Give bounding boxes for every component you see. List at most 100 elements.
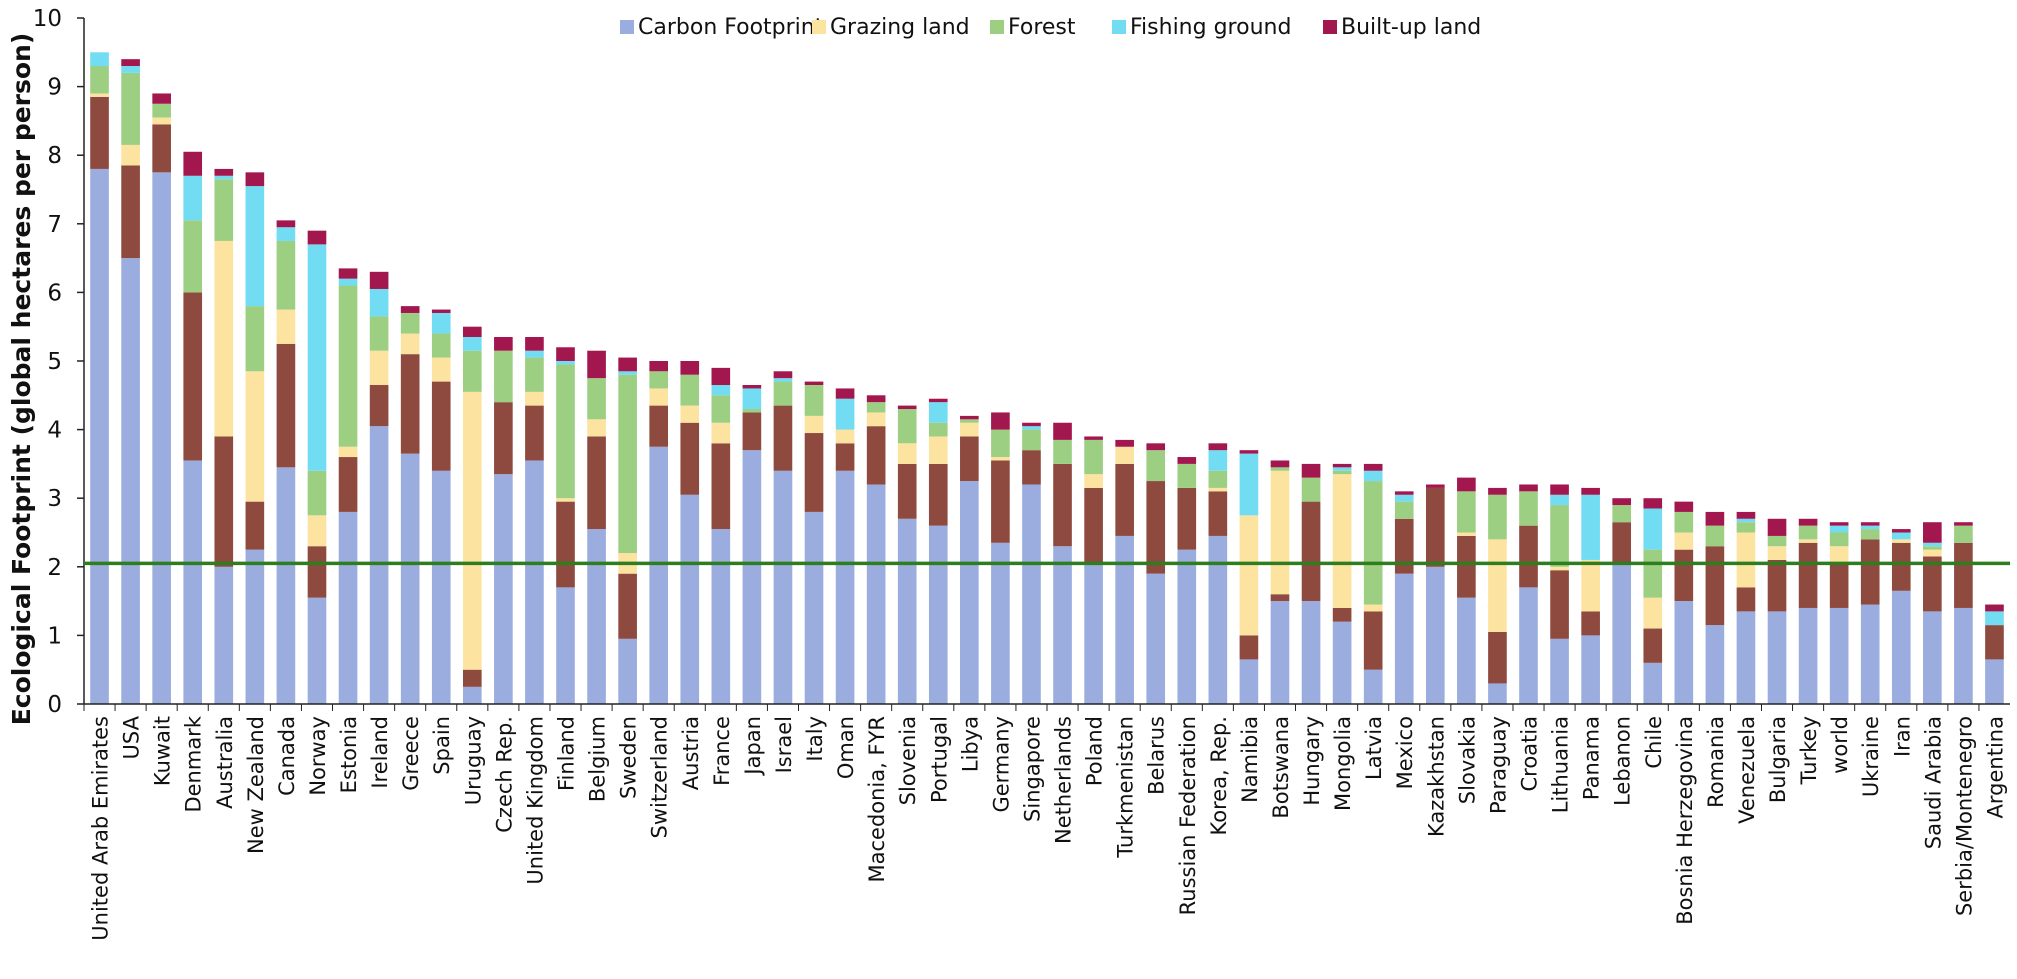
bar-segment — [1519, 525, 1538, 588]
x-tick-label: Israel — [772, 716, 796, 773]
bar-segment — [1270, 460, 1290, 468]
bar-segment — [897, 518, 917, 704]
bar-segment — [338, 511, 358, 704]
bar-segment — [1736, 522, 1756, 533]
bar-stack — [494, 336, 513, 704]
bar-stack — [742, 385, 762, 704]
bar-segment — [525, 357, 544, 392]
bar-segment — [556, 347, 575, 361]
bar-segment — [1363, 470, 1383, 482]
bar-segment — [835, 470, 855, 704]
bar-segment — [1022, 484, 1041, 704]
y-tick-label: 2 — [47, 555, 62, 581]
y-tick-label: 5 — [47, 349, 62, 375]
x-tick-label: Uruguay — [461, 716, 485, 805]
bar-segment — [1643, 508, 1663, 550]
bar-segment — [1332, 607, 1352, 622]
x-tick-label: Slovenia — [896, 716, 920, 805]
bar-stack — [431, 309, 451, 704]
legend-item: Fishing ground — [1112, 15, 1291, 40]
bar-segment — [338, 285, 358, 447]
y-tick-label: 10 — [33, 6, 62, 32]
bar-segment — [804, 385, 824, 416]
bar-segment — [1146, 573, 1166, 704]
legend-swatch — [620, 20, 634, 34]
bar-segment — [525, 336, 544, 351]
legend-swatch — [812, 20, 826, 34]
bar-segment — [1519, 484, 1538, 492]
x-tick-label: Botswana — [1269, 716, 1293, 819]
bar-segment — [1270, 467, 1290, 471]
bar-segment — [556, 501, 575, 588]
bar-segment — [183, 220, 203, 293]
bar-segment — [1425, 487, 1445, 567]
bar-segment — [711, 367, 731, 386]
bar-stack — [1457, 477, 1476, 704]
bar-segment — [1053, 439, 1072, 464]
bar-segment — [1363, 604, 1383, 612]
bar-segment — [1239, 450, 1259, 454]
bar-segment — [1301, 601, 1321, 704]
bar-segment — [214, 436, 234, 567]
bar-segment — [960, 481, 979, 704]
bar-segment — [1301, 477, 1321, 502]
bar-segment — [462, 326, 482, 337]
bar-segment — [1643, 597, 1663, 629]
bar-segment — [835, 398, 855, 430]
bar-segment — [1829, 546, 1849, 564]
x-tick-label: Lebanon — [1611, 716, 1635, 806]
bar-segment — [1457, 477, 1476, 492]
bar-segment — [1270, 594, 1290, 602]
bar-segment — [1829, 522, 1849, 526]
bar-segment — [1208, 491, 1228, 536]
bar-segment — [121, 66, 140, 73]
bar-segment — [1457, 597, 1476, 704]
bar-segment — [1332, 470, 1352, 475]
bar-segment — [369, 271, 389, 289]
x-tick-label: New Zealand — [244, 716, 268, 854]
y-tick-label: 4 — [47, 418, 62, 444]
bar-segment — [1394, 518, 1414, 574]
bar-segment — [276, 240, 296, 310]
bar-stack — [897, 405, 917, 704]
y-tick-label: 0 — [47, 692, 62, 718]
legend-label: Grazing land — [830, 15, 970, 40]
bar-segment — [1985, 611, 2004, 626]
bar-segment — [866, 426, 886, 485]
bar-segment — [1177, 457, 1197, 464]
bar-segment — [897, 443, 917, 464]
bar-segment — [214, 240, 234, 437]
x-tick-label: Oman — [834, 716, 858, 779]
bar-segment — [1425, 484, 1445, 488]
bar-segment — [618, 374, 637, 554]
x-tick-label: Turkey — [1797, 716, 1821, 785]
x-tick-label: Czech Rep. — [492, 716, 516, 833]
bar-segment — [214, 566, 234, 704]
bar-segment — [711, 529, 731, 704]
bar-segment — [400, 354, 420, 454]
bar-stack — [1923, 522, 1942, 704]
bar-segment — [1954, 522, 1973, 526]
x-tick-label: Bosnia Herzegovina — [1673, 716, 1697, 925]
legend-swatch — [1323, 20, 1337, 34]
bar-segment — [1985, 625, 2004, 660]
bar-segment — [897, 409, 917, 444]
legend-label: Fishing ground — [1130, 15, 1291, 40]
bar-segment — [1736, 532, 1756, 588]
bar-segment — [1923, 611, 1942, 704]
bar-segment — [1736, 518, 1756, 523]
bar-segment — [1643, 498, 1663, 509]
bar-segment — [1767, 546, 1787, 560]
bar-segment — [307, 515, 327, 547]
bar-stack — [245, 172, 265, 704]
x-tick-label: Ireland — [368, 716, 392, 789]
bar-segment — [804, 415, 824, 434]
bar-segment — [1488, 683, 1507, 704]
x-tick-label: Venezuela — [1735, 716, 1759, 824]
bar-stack — [1332, 463, 1352, 704]
bar-segment — [991, 412, 1010, 430]
bar-segment — [649, 405, 669, 447]
bar-segment — [897, 405, 917, 410]
bar-segment — [1798, 525, 1818, 540]
